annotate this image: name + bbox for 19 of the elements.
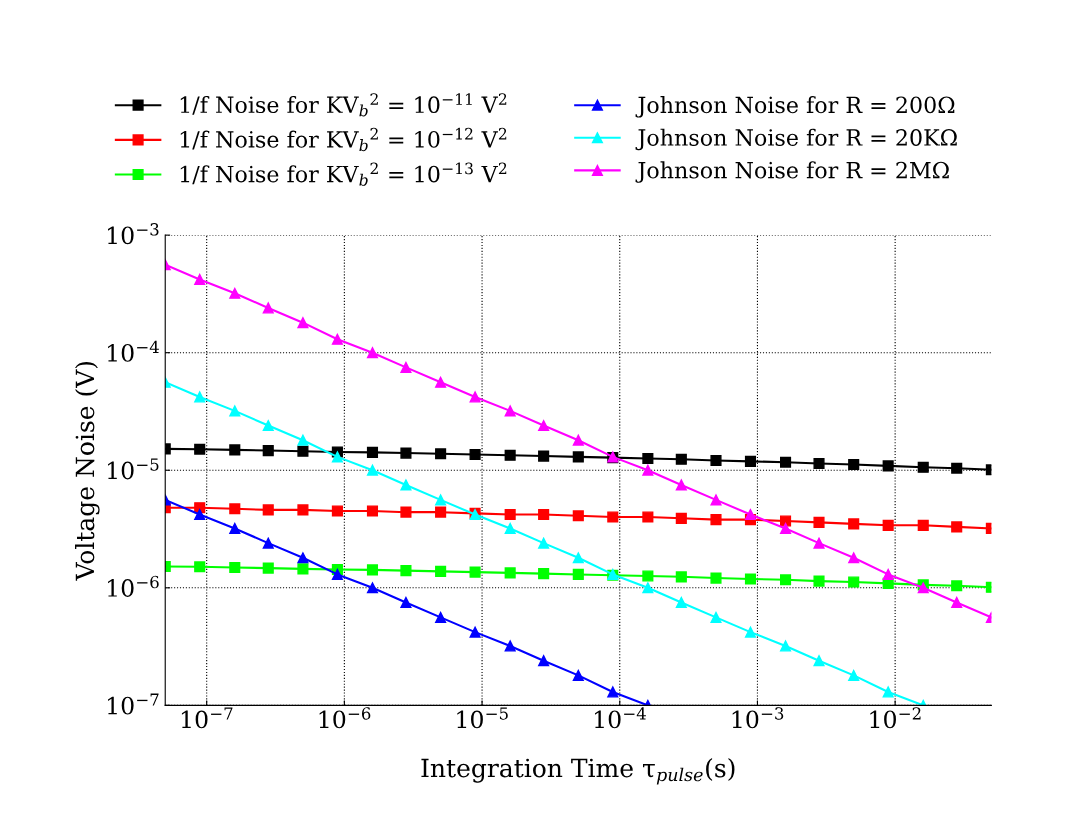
y-tick-label: 10$^{−7}$ [108,693,159,715]
y-tick-label: 10$^{−4}$ [108,340,159,362]
x-tick-label: 10$^{−2}$ [870,707,921,729]
legend-label: 1/f Noise for KV$_{b}$$^{2}$ = 10$^{−13}$ V$^{2}$ [180,162,507,186]
legend-label: 1/f Noise for KV$_{b}$$^{2}$ = 10$^{−11}$ V$^{2}$ [180,93,507,117]
legend-label: Johnson Noise for R = 20KΩ [635,128,957,151]
x-tick-label: 10$^{−5}$ [457,707,508,729]
y-tick-label: 10$^{−3}$ [108,223,159,245]
x-tick-label: 10$^{−6}$ [319,707,371,729]
x-tick-label: 10$^{−3}$ [732,707,784,729]
y-tick-label: 10$^{−6}$ [108,575,159,597]
x-tick-label: 10$^{−4}$ [595,707,646,729]
legend-label: Johnson Noise for R = 2MΩ [635,161,949,183]
y-axis-title: Voltage Noise (V) [75,361,100,581]
x-axis-title: Integration Time τ$_{pulse}$(s) [421,758,735,785]
legend-label: 1/f Noise for KV$_{b}$$^{2}$ = 10$^{−12}$ V$^{2}$ [180,127,507,152]
y-tick-label: 10$^{−5}$ [108,458,159,480]
legend-label: Johnson Noise for R = 200Ω [635,96,955,118]
x-tick-label: 10$^{−7}$ [181,707,233,729]
